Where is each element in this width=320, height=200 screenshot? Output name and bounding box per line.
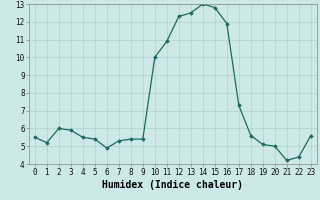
X-axis label: Humidex (Indice chaleur): Humidex (Indice chaleur): [102, 180, 243, 190]
